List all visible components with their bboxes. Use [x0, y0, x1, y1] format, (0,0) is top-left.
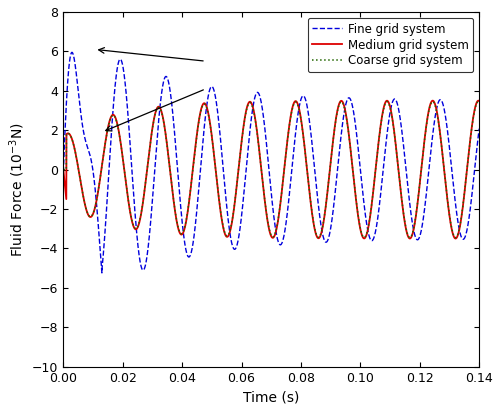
Coarse grid system	[476, 99, 482, 104]
Medium grid system	[476, 99, 482, 104]
Coarse grid system	[81, 199, 87, 203]
Coarse grid system	[211, 151, 217, 156]
Medium grid system	[324, 189, 330, 194]
Fine grid system	[391, 97, 397, 102]
Medium grid system	[476, 98, 482, 103]
Fine grid system	[82, 133, 87, 138]
Coarse grid system	[368, 202, 374, 207]
Medium grid system	[452, 236, 458, 241]
Fine grid system	[60, 169, 66, 174]
X-axis label: Time (s): Time (s)	[243, 390, 300, 404]
Medium grid system	[306, 189, 312, 194]
Fine grid system	[306, 119, 312, 124]
Line: Medium grid system: Medium grid system	[64, 101, 479, 238]
Fine grid system	[99, 270, 105, 275]
Fine grid system	[211, 88, 217, 93]
Line: Fine grid system: Fine grid system	[64, 52, 479, 273]
Fine grid system	[69, 50, 75, 55]
Legend: Fine grid system, Medium grid system, Coarse grid system: Fine grid system, Medium grid system, Co…	[308, 18, 474, 72]
Medium grid system	[60, 167, 66, 172]
Medium grid system	[81, 199, 87, 204]
Coarse grid system	[452, 235, 458, 240]
Fine grid system	[324, 238, 330, 243]
Coarse grid system	[306, 189, 312, 194]
Coarse grid system	[476, 99, 482, 104]
Coarse grid system	[324, 189, 330, 194]
Coarse grid system	[391, 127, 397, 132]
Coarse grid system	[60, 167, 66, 172]
Medium grid system	[368, 203, 374, 208]
Medium grid system	[391, 126, 397, 131]
Line: Coarse grid system: Coarse grid system	[64, 102, 479, 238]
Y-axis label: Fluid Force (10$^{-3}$N): Fluid Force (10$^{-3}$N)	[7, 122, 26, 257]
Medium grid system	[211, 151, 217, 156]
Fine grid system	[476, 126, 482, 131]
Fine grid system	[368, 238, 374, 243]
